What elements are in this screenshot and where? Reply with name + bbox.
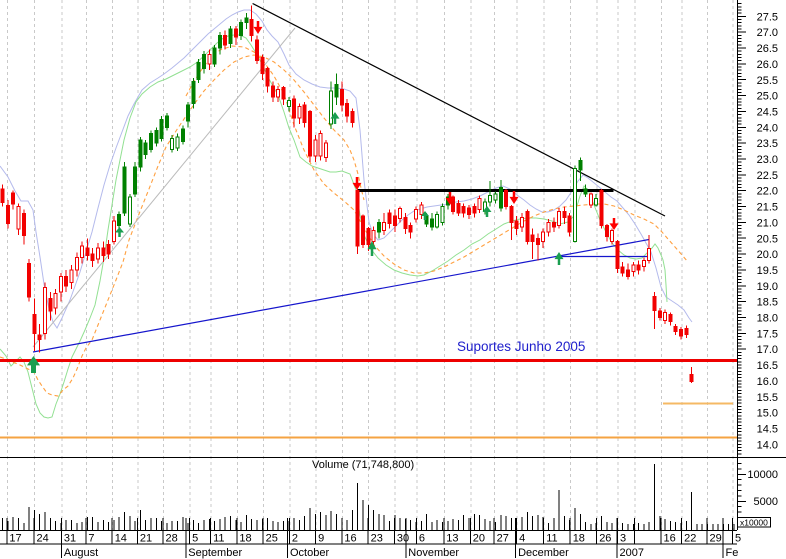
svg-text:14.0: 14.0	[757, 439, 778, 451]
svg-text:18: 18	[239, 533, 251, 545]
svg-text:Fe: Fe	[726, 547, 739, 559]
svg-text:18.5: 18.5	[757, 297, 778, 309]
svg-text:November: November	[408, 547, 459, 559]
svg-text:December: December	[518, 547, 569, 559]
svg-text:x10000: x10000	[740, 518, 768, 528]
svg-text:27.0: 27.0	[757, 27, 778, 39]
svg-text:26.5: 26.5	[757, 43, 778, 55]
svg-text:21.0: 21.0	[757, 217, 778, 229]
svg-text:10000: 10000	[747, 469, 778, 481]
svg-text:30: 30	[397, 533, 409, 545]
svg-text:23.5: 23.5	[757, 138, 778, 150]
svg-text:October: October	[290, 547, 329, 559]
svg-text:11: 11	[213, 533, 224, 545]
svg-text:27: 27	[497, 533, 509, 545]
svg-text:6: 6	[419, 533, 425, 545]
svg-text:25.5: 25.5	[757, 75, 778, 87]
svg-text:17: 17	[9, 533, 21, 545]
svg-text:3: 3	[620, 533, 626, 545]
svg-text:24.5: 24.5	[757, 107, 778, 119]
svg-text:16.0: 16.0	[757, 376, 778, 388]
svg-text:26.0: 26.0	[757, 59, 778, 71]
svg-text:Suportes Junho 2005: Suportes Junho 2005	[457, 339, 585, 354]
svg-text:29: 29	[710, 533, 722, 545]
svg-text:4: 4	[519, 533, 525, 545]
svg-text:23.0: 23.0	[757, 154, 778, 166]
svg-text:13: 13	[446, 533, 458, 545]
svg-text:11: 11	[546, 533, 557, 545]
svg-text:31: 31	[64, 533, 76, 545]
svg-text:24: 24	[37, 533, 49, 545]
svg-text:5: 5	[735, 533, 741, 545]
svg-text:20.0: 20.0	[757, 249, 778, 261]
svg-text:14: 14	[115, 533, 127, 545]
svg-text:18: 18	[573, 533, 585, 545]
svg-text:22.5: 22.5	[757, 170, 778, 182]
svg-text:22.0: 22.0	[757, 186, 778, 198]
svg-text:9: 9	[318, 533, 324, 545]
svg-text:2007: 2007	[620, 547, 644, 559]
svg-text:5: 5	[192, 533, 198, 545]
svg-text:27.5: 27.5	[757, 11, 778, 23]
svg-text:August: August	[64, 547, 98, 559]
svg-text:15.0: 15.0	[757, 408, 778, 420]
svg-text:28: 28	[166, 533, 178, 545]
svg-text:23: 23	[371, 533, 383, 545]
svg-text:21.5: 21.5	[757, 202, 778, 214]
svg-text:5000: 5000	[754, 496, 778, 508]
svg-text:September: September	[188, 547, 242, 559]
svg-text:19.0: 19.0	[757, 281, 778, 293]
svg-text:25: 25	[266, 533, 278, 545]
svg-text:24.0: 24.0	[757, 122, 778, 134]
svg-text:26: 26	[599, 533, 611, 545]
svg-text:21: 21	[140, 533, 152, 545]
svg-text:20: 20	[473, 533, 485, 545]
svg-text:25.0: 25.0	[757, 91, 778, 103]
svg-text:22: 22	[684, 533, 696, 545]
svg-text:17.5: 17.5	[757, 328, 778, 340]
svg-text:15.5: 15.5	[757, 392, 778, 404]
svg-text:19.5: 19.5	[757, 265, 778, 277]
svg-text:7: 7	[88, 533, 94, 545]
svg-text:18.0: 18.0	[757, 313, 778, 325]
svg-text:2: 2	[292, 533, 298, 545]
svg-text:14.5: 14.5	[757, 423, 778, 435]
svg-text:17.0: 17.0	[757, 344, 778, 356]
svg-text:20.5: 20.5	[757, 233, 778, 245]
svg-text:16.5: 16.5	[757, 360, 778, 372]
svg-text:16: 16	[344, 533, 356, 545]
svg-text:16: 16	[664, 533, 676, 545]
svg-text:Volume (71,748,800): Volume (71,748,800)	[312, 459, 414, 471]
